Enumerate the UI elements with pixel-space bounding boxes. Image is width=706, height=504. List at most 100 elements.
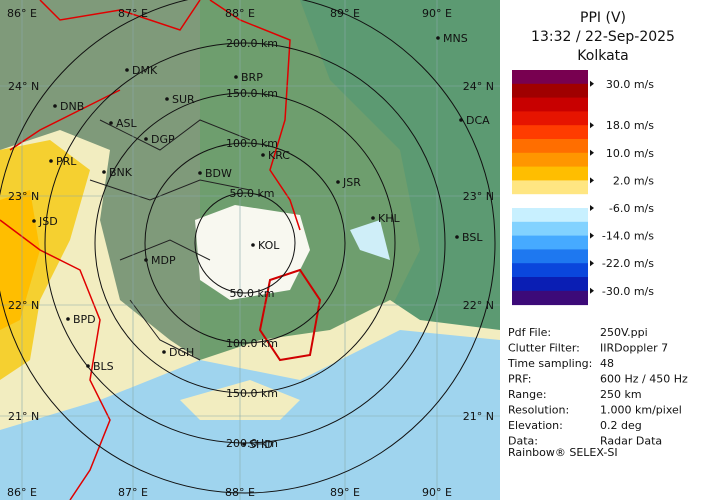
lat-label: 23° N [463,190,494,203]
city-dot [66,317,70,321]
color-band [512,194,588,209]
info-value: 1.000 km/pixel [600,404,682,417]
lon-label: 86° E [7,7,37,20]
ring-label: 100.0 km [226,337,278,350]
color-band [512,263,588,278]
tick-arrow [590,177,594,184]
city-dot [86,364,90,368]
ring-label: 100.0 km [226,137,278,150]
info-key: Elevation: [508,419,563,432]
city-label: BSL [462,231,483,244]
city-dot [144,137,148,141]
range-ring [144,142,346,344]
city-dot [251,243,255,247]
ring-label: 50.0 km [229,287,274,300]
legend-label: 2.0 m/s [613,174,654,187]
lat-label: 23° N [8,190,39,203]
tick-arrow [590,80,594,87]
info-value: IIRDoppler 7 [600,342,668,355]
info-value: 0.2 deg [600,419,642,432]
city-label: DCA [466,114,490,127]
city-dot [32,219,36,223]
city-dot [459,118,463,122]
color-band [512,221,588,237]
tick-arrow [590,122,594,129]
title: PPI (V) [580,10,626,26]
ring-label: 50.0 km [229,187,274,200]
city-label: PRL [56,155,77,168]
lon-label: 90° E [422,486,452,499]
lat-label: 21° N [463,410,494,423]
info-key: Range: [508,388,547,401]
lon-label: 89° E [330,486,360,499]
info-key: Pdf File: [508,326,551,339]
city-label: BLS [93,360,114,373]
echo [0,190,40,330]
echo [350,220,390,260]
city-label: DNB [60,100,84,113]
city-label: KHL [378,212,400,225]
legend-label: -22.0 m/s [602,257,654,270]
lon-label: 90° E [422,7,452,20]
district-line [89,119,251,361]
city-label: DMK [132,64,158,77]
city-dot [165,97,169,101]
range-ring [194,192,296,294]
color-band [512,249,588,264]
ring-label: 150.0 km [226,387,278,400]
color-band [512,152,588,168]
city-label: BDW [205,167,232,180]
range-ring [0,0,496,494]
lat-label: 24° N [8,80,39,93]
range-ring [94,92,396,394]
city-dot [261,153,265,157]
legend-label: -6.0 m/s [609,202,654,215]
city-dot [336,180,340,184]
info-key: Data: [508,435,538,448]
color-band [512,83,588,99]
info-key: Time sampling: [507,357,592,370]
ring-label: 200.0 km [226,437,278,450]
tick-arrow [590,205,594,211]
city-label: DGP [151,133,175,146]
legend-label: 18.0 m/s [606,119,654,132]
legend-label: -30.0 m/s [602,285,654,298]
lon-label: 86° E [7,486,37,499]
range-rings [0,0,496,494]
city-label: ASL [116,117,138,130]
footer: Rainbow® SELEX-SI [508,446,618,459]
city-label: MNS [443,32,468,45]
color-band [512,166,588,181]
city-dot [436,36,440,40]
info-value: 600 Hz / 450 Hz [600,373,688,386]
city-label: SHD [249,438,273,451]
lon-label: 87° E [118,486,148,499]
color-band [512,111,588,126]
map-labels: 86° E 86° E 87° E 87° E 88° E 88° E 89° E 89° E… [7,7,494,499]
city-label: DGH [169,346,194,359]
city-dot [49,159,53,163]
color-band [512,70,588,85]
city-dot [242,442,246,446]
ring-label: 150.0 km [226,87,278,100]
city-dot [125,68,129,72]
legend-label: 30.0 m/s [606,78,654,91]
color-band [512,180,588,195]
tick-arrow [590,149,594,156]
lon-label: 88° E [225,7,255,20]
timestamp: 13:32 / 22-Sep-2025 [531,29,675,45]
city-dot [371,216,375,220]
city-dot [53,104,57,108]
city-label: BNK [109,166,133,179]
river [258,268,322,362]
info-key: Resolution: [508,404,569,417]
city-dot [234,75,238,79]
city-label: MDP [151,254,176,267]
ring-label: 200.0 km [226,37,278,50]
city-label: JSD [38,215,58,228]
info-value: 48 [600,357,614,370]
lat-label: 24° N [463,80,494,93]
lon-label: 89° E [330,7,360,20]
info-value: 250 km [600,388,642,401]
